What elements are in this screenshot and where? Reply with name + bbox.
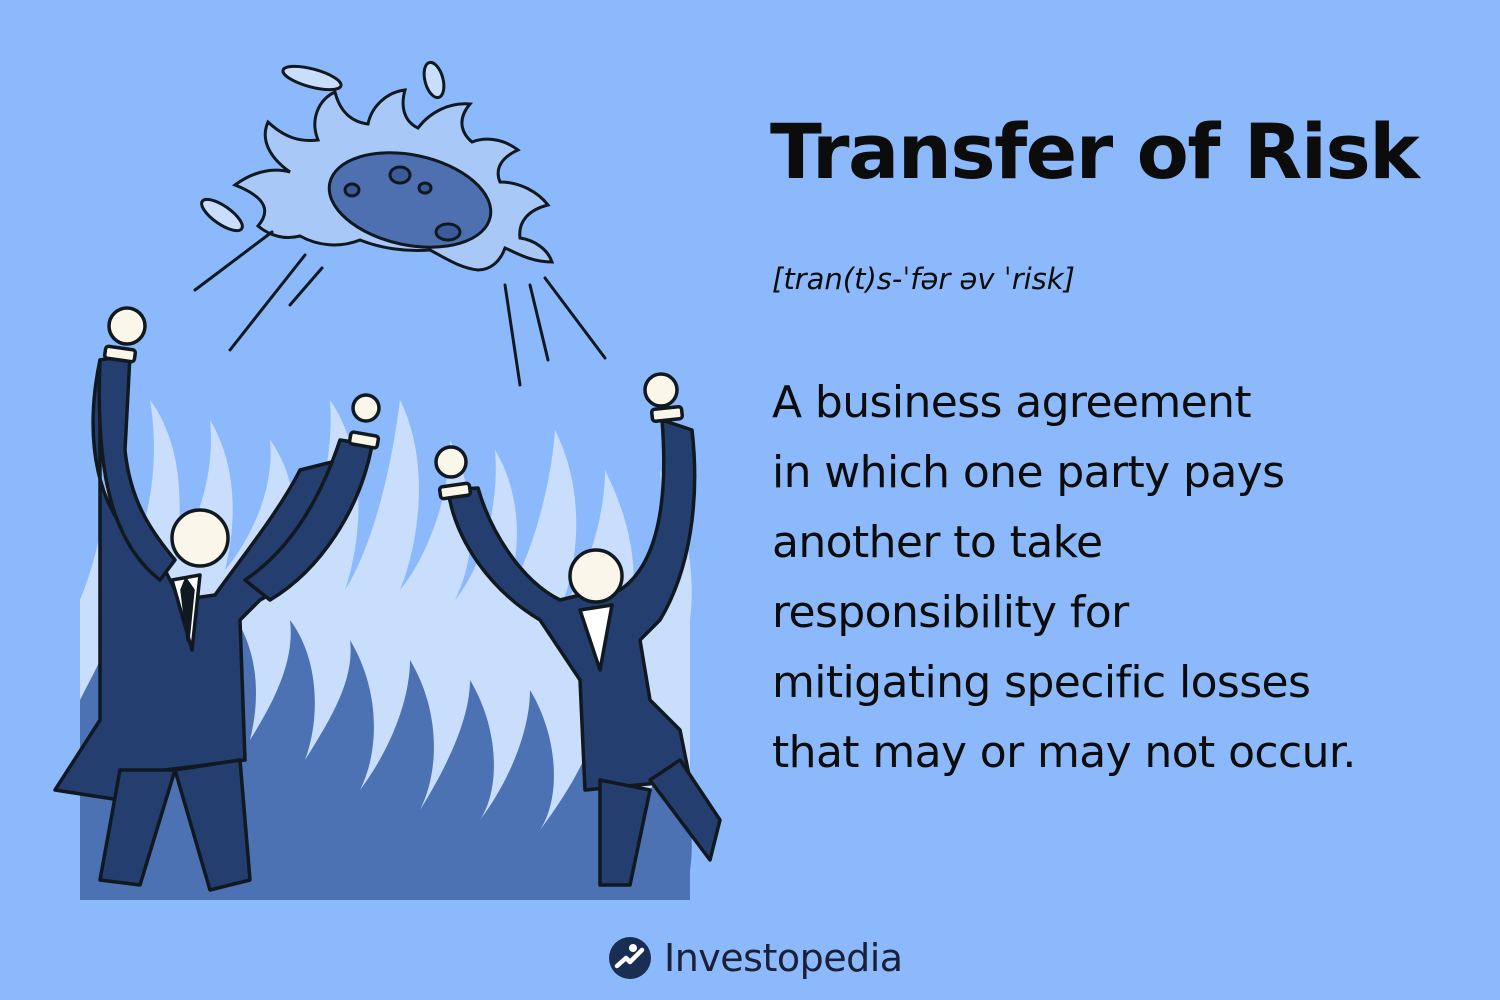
illustration — [53, 60, 722, 900]
brand-logo: Investopedia — [608, 932, 903, 984]
definition-line: responsibility for — [772, 587, 1129, 638]
motion-marks — [193, 60, 607, 387]
definition-line: another to take — [772, 517, 1103, 568]
definition-line: mitigating specific losses — [772, 657, 1311, 708]
definition-line: A business agreement — [772, 377, 1252, 428]
investopedia-logo-icon — [609, 937, 651, 979]
flaming-rock — [231, 88, 555, 272]
definition-line: that may or may not occur. — [772, 727, 1356, 778]
brand-name: Investopedia — [664, 936, 903, 980]
businessman-right — [434, 372, 722, 887]
definition-text: A business agreement in which one party … — [772, 368, 1472, 788]
page-title: Transfer of Risk — [770, 107, 1420, 196]
businessman-left — [53, 306, 381, 892]
pronunciation: [tran(t)s-ˈfər əv ˈrisk] — [772, 262, 1075, 296]
definition-line: in which one party pays — [772, 447, 1285, 498]
